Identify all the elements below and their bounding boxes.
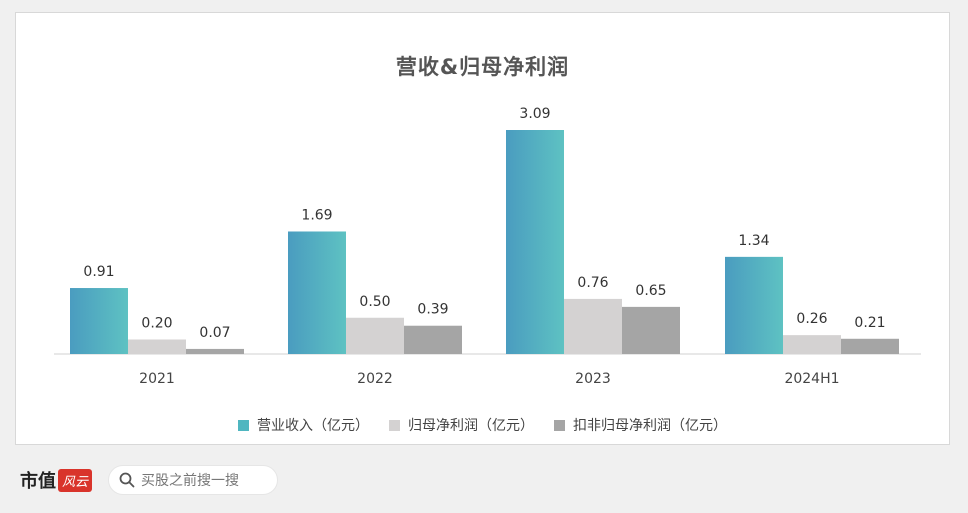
chart-card: 营收&归母净利润 0.91 0.20 0.07 2021 1.69 0.50 0.39 202…: [15, 12, 950, 445]
x-tick-label: 2022: [357, 371, 393, 387]
brand-logo[interactable]: 市值 风云: [20, 467, 93, 493]
legend-label-net-profit: 归母净利润（亿元）: [408, 418, 534, 434]
bar-net-profit-2021: [128, 339, 186, 354]
bar-revenue-2021: [70, 288, 128, 354]
data-label: 0.26: [796, 311, 827, 327]
bar-adjusted-net-profit-2024H1: [841, 338, 899, 354]
search-box[interactable]: 买股之前搜一搜: [108, 465, 279, 495]
legend-item-net-profit: 归母净利润（亿元）: [389, 415, 534, 435]
data-label: 0.39: [417, 302, 448, 318]
chart-title: 营收&归母净利润: [395, 55, 570, 79]
legend-swatch-net-profit: [389, 419, 400, 431]
data-label: 0.20: [141, 316, 172, 332]
legend-item-adjusted-net-profit: 扣非归母净利润（亿元）: [554, 415, 727, 435]
bar-adjusted-net-profit-2021: [186, 348, 244, 354]
bar-revenue-2022: [288, 231, 346, 354]
search-placeholder: 买股之前搜一搜: [141, 473, 240, 489]
legend-label-adjusted-net-profit: 扣非归母净利润（亿元）: [573, 418, 727, 434]
brand-name: 市值: [20, 471, 56, 492]
data-label: 0.07: [199, 325, 230, 341]
x-tick-label: 2023: [575, 371, 611, 387]
data-label: 1.69: [301, 207, 332, 223]
data-label: 0.65: [635, 283, 666, 299]
bar-net-profit-2023: [564, 298, 622, 354]
data-label: 0.50: [359, 294, 390, 310]
search-icon: [119, 472, 135, 488]
brand-mark: 风云: [58, 468, 93, 492]
x-tick-label: 2024H1: [784, 371, 839, 387]
chart-legend: 营业收入（亿元） 归母净利润（亿元） 扣非归母净利润（亿元）: [16, 415, 949, 435]
bar-revenue-2024H1: [725, 256, 783, 354]
data-label: 1.34: [738, 233, 769, 249]
bar-adjusted-net-profit-2023: [622, 306, 680, 354]
footer-bar: 市值 风云 买股之前搜一搜: [20, 464, 279, 496]
data-label: 0.21: [854, 315, 885, 331]
bar-net-profit-2024H1: [783, 335, 841, 354]
legend-swatch-adjusted-net-profit: [554, 419, 565, 431]
data-label: 3.09: [519, 106, 550, 122]
bar-chart: 0.91 0.20 0.07 2021 1.69 0.50 0.39 2022 3.09 0.76…: [54, 106, 921, 387]
legend-swatch-revenue: [238, 419, 249, 431]
data-label: 0.91: [83, 264, 114, 280]
legend-item-revenue: 营业收入（亿元）: [238, 415, 369, 435]
bar-adjusted-net-profit-2022: [404, 325, 462, 354]
x-tick-label: 2021: [139, 371, 175, 387]
legend-label-revenue: 营业收入（亿元）: [257, 418, 369, 434]
bar-net-profit-2022: [346, 317, 404, 354]
bar-revenue-2023: [506, 130, 564, 354]
data-label: 0.76: [577, 275, 608, 291]
